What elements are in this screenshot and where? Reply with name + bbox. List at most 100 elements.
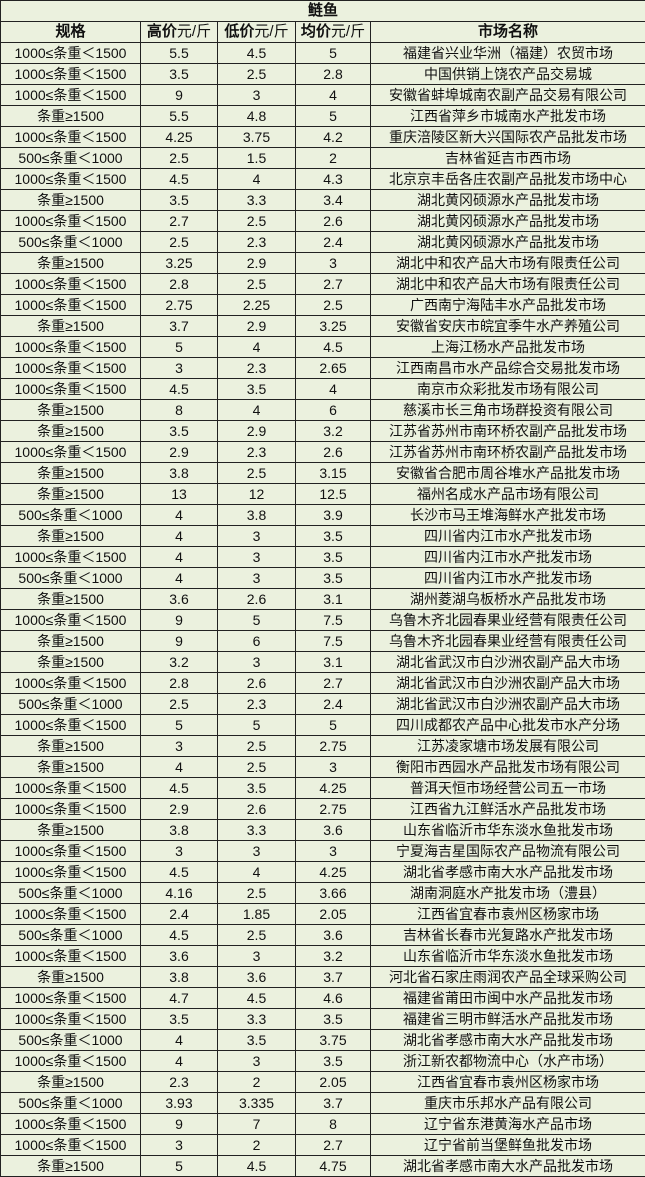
high-price-cell: 3.8 xyxy=(140,819,218,841)
low-price-cell: 2 xyxy=(217,1134,296,1156)
market-name-cell: 乌鲁木齐北园春果业经营有限责任公司 xyxy=(370,609,645,631)
avg-price-cell: 8 xyxy=(295,1113,371,1135)
spec-cell: 500≤条重＜1000 xyxy=(0,924,141,946)
market-name-cell: 慈溪市长三角市场群投资有限公司 xyxy=(370,399,645,421)
spec-cell: 条重≥1500 xyxy=(0,189,141,211)
high-price-cell: 3.5 xyxy=(140,420,218,442)
spec-cell: 条重≥1500 xyxy=(0,420,141,442)
low-price-cell: 3.5 xyxy=(217,777,296,799)
table-row: 条重≥1500 3.5 3.3 3.4 湖北黄冈硕源水产品批发市场 xyxy=(0,189,645,211)
spec-cell: 1000≤条重＜1500 xyxy=(0,609,141,631)
market-name-cell: 四川省内江市水产批发市场 xyxy=(370,567,645,589)
table-title: 鲢鱼 xyxy=(0,0,645,22)
spec-cell: 500≤条重＜1000 xyxy=(0,1029,141,1051)
avg-price-cell: 3.5 xyxy=(295,567,371,589)
spec-cell: 条重≥1500 xyxy=(0,966,141,988)
avg-price-cell: 3.1 xyxy=(295,588,371,610)
spec-cell: 1000≤条重＜1500 xyxy=(0,840,141,862)
avg-price-cell: 3.9 xyxy=(295,504,371,526)
spec-cell: 1000≤条重＜1500 xyxy=(0,777,141,799)
spec-cell: 1000≤条重＜1500 xyxy=(0,546,141,568)
high-price-cell: 3 xyxy=(140,357,218,379)
avg-price-cell: 2.75 xyxy=(295,735,371,757)
avg-price-cell: 5 xyxy=(295,42,371,64)
header-low-price: 低价元/斤 xyxy=(217,21,296,43)
low-price-cell: 2.3 xyxy=(217,357,296,379)
table-row: 1000≤条重＜1500 4.5 4 4.25 湖北省孝感市南大水产品批发市场 xyxy=(0,861,645,883)
table-row: 1000≤条重＜1500 9 5 7.5 乌鲁木齐北园春果业经营有限责任公司 xyxy=(0,609,645,631)
table-row: 1000≤条重＜1500 3.5 3.3 3.5 福建省三明市鲜活水产品批发市场 xyxy=(0,1008,645,1030)
spec-cell: 1000≤条重＜1500 xyxy=(0,1050,141,1072)
low-price-cell: 2.5 xyxy=(217,210,296,232)
high-price-cell: 4 xyxy=(140,567,218,589)
header-avg-price: 均价元/斤 xyxy=(295,21,371,43)
high-price-cell: 3.7 xyxy=(140,315,218,337)
avg-price-cell: 2 xyxy=(295,147,371,169)
market-name-cell: 中国供销上饶农产品交易城 xyxy=(370,63,645,85)
low-price-cell: 2.3 xyxy=(217,693,296,715)
avg-price-cell: 2.7 xyxy=(295,672,371,694)
avg-price-cell: 6 xyxy=(295,399,371,421)
spec-cell: 500≤条重＜1000 xyxy=(0,882,141,904)
high-price-cell: 2.75 xyxy=(140,294,218,316)
high-price-cell: 3 xyxy=(140,735,218,757)
avg-price-cell: 3.5 xyxy=(295,546,371,568)
table-row: 条重≥1500 5.5 4.8 5 江西省萍乡市城南水产批发市场 xyxy=(0,105,645,127)
table-row: 1000≤条重＜1500 4.25 3.75 4.2 重庆涪陵区新大兴国际农产品批发市场 xyxy=(0,126,645,148)
table-row: 1000≤条重＜1500 4.5 4 4.3 北京京丰岳各庄农副产品批发市场中心 xyxy=(0,168,645,190)
low-price-cell: 3 xyxy=(217,651,296,673)
spec-cell: 500≤条重＜1000 xyxy=(0,147,141,169)
low-price-cell: 2.5 xyxy=(217,756,296,778)
table-row: 1000≤条重＜1500 5 5 5 四川成都农产品中心批发市水产分场 xyxy=(0,714,645,736)
low-price-cell: 1.5 xyxy=(217,147,296,169)
high-price-cell: 3.6 xyxy=(140,945,218,967)
market-name-cell: 广西南宁海陆丰水产品批发市场 xyxy=(370,294,645,316)
low-price-cell: 3.3 xyxy=(217,1008,296,1030)
table-row: 1000≤条重＜1500 5 4 4.5 上海江杨水产品批发市场 xyxy=(0,336,645,358)
low-price-cell: 3.335 xyxy=(217,1092,296,1114)
high-price-cell: 8 xyxy=(140,399,218,421)
market-name-cell: 湖北省武汉市白沙洲农副产品大市场 xyxy=(370,693,645,715)
table-row: 1000≤条重＜1500 4.5 3.5 4 南京市众彩批发市场有限公司 xyxy=(0,378,645,400)
high-price-cell: 5 xyxy=(140,336,218,358)
market-name-cell: 江西省宜春市袁州区杨家市场 xyxy=(370,903,645,925)
header-high-label: 高价 xyxy=(146,23,177,40)
market-name-cell: 吉林省延吉市西市场 xyxy=(370,147,645,169)
high-price-cell: 13 xyxy=(140,483,218,505)
low-price-cell: 4.5 xyxy=(217,1155,296,1177)
avg-price-cell: 4.2 xyxy=(295,126,371,148)
market-name-cell: 山东省临沂市华东淡水鱼批发市场 xyxy=(370,945,645,967)
table-row: 1000≤条重＜1500 3.6 3 3.2 山东省临沂市华东淡水鱼批发市场 xyxy=(0,945,645,967)
avg-price-cell: 2.8 xyxy=(295,63,371,85)
spec-cell: 1000≤条重＜1500 xyxy=(0,945,141,967)
high-price-cell: 3.8 xyxy=(140,966,218,988)
table-row: 1000≤条重＜1500 4.7 4.5 4.6 福建省莆田市闽中水产品批发市场 xyxy=(0,987,645,1009)
table-row: 条重≥1500 13 12 12.5 福州名成水产品市场有限公司 xyxy=(0,483,645,505)
avg-price-cell: 4.6 xyxy=(295,987,371,1009)
table-row: 1000≤条重＜1500 2.9 2.6 2.75 江西省九江鲜活水产品批发市场 xyxy=(0,798,645,820)
spec-cell: 条重≥1500 xyxy=(0,1155,141,1177)
avg-price-cell: 2.05 xyxy=(295,903,371,925)
market-name-cell: 重庆涪陵区新大兴国际农产品批发市场 xyxy=(370,126,645,148)
table-row: 条重≥1500 3.8 3.6 3.7 河北省石家庄雨润农产品全球采购公司 xyxy=(0,966,645,988)
header-low-label: 低价 xyxy=(224,23,255,40)
avg-price-cell: 3.15 xyxy=(295,462,371,484)
avg-price-cell: 3 xyxy=(295,756,371,778)
market-name-cell: 辽宁省前当堡鲜鱼批发市场 xyxy=(370,1134,645,1156)
table-row: 条重≥1500 3.2 3 3.1 湖北省武汉市白沙洲农副产品大市场 xyxy=(0,651,645,673)
table-row: 条重≥1500 4 2.5 3 衡阳市西园水产品批发市场有限公司 xyxy=(0,756,645,778)
spec-cell: 条重≥1500 xyxy=(0,252,141,274)
market-name-cell: 湖北黄冈硕源水产品批发市场 xyxy=(370,231,645,253)
high-price-cell: 3 xyxy=(140,1134,218,1156)
high-price-cell: 4 xyxy=(140,1050,218,1072)
table-row: 1000≤条重＜1500 2.8 2.5 2.7 湖北中和农产品大市场有限责任公司 xyxy=(0,273,645,295)
table-row: 条重≥1500 3.7 2.9 3.25 安徽省安庆市皖宜季牛水产养殖公司 xyxy=(0,315,645,337)
market-name-cell: 江西省萍乡市城南水产批发市场 xyxy=(370,105,645,127)
low-price-cell: 2.9 xyxy=(217,315,296,337)
spec-cell: 1000≤条重＜1500 xyxy=(0,168,141,190)
high-price-cell: 2.4 xyxy=(140,903,218,925)
avg-price-cell: 4 xyxy=(295,84,371,106)
high-price-cell: 4.7 xyxy=(140,987,218,1009)
market-name-cell: 江西省宜春市袁州区杨家市场 xyxy=(370,1071,645,1093)
table-row: 500≤条重＜1000 2.5 2.3 2.4 湖北省武汉市白沙洲农副产品大市场 xyxy=(0,693,645,715)
